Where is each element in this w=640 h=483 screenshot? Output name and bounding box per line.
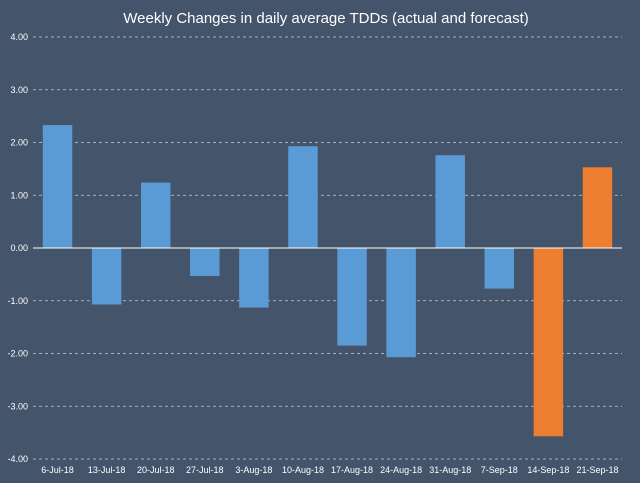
chart-title: Weekly Changes in daily average TDDs (ac… [123, 10, 528, 27]
x-tick-label: 7-Sep-18 [481, 465, 518, 475]
x-tick-label: 24-Aug-18 [380, 465, 422, 475]
x-tick-label: 17-Aug-18 [331, 465, 373, 475]
x-tick-label: 3-Aug-18 [235, 465, 272, 475]
bar-14-sep-18 [533, 248, 564, 437]
x-tick-label: 6-Jul-18 [41, 465, 74, 475]
y-tick-label: 2.00 [10, 138, 28, 148]
bars [42, 125, 613, 437]
y-tick-label: -1.00 [7, 296, 28, 306]
x-tick-label: 31-Aug-18 [429, 465, 471, 475]
y-tick-label: 1.00 [10, 190, 28, 200]
bar-7-sep-18 [484, 248, 515, 289]
bar-24-aug-18 [386, 248, 416, 358]
y-tick-label: 3.00 [10, 85, 28, 95]
bar-20-jul-18 [140, 182, 171, 248]
bar-31-aug-18 [435, 155, 465, 248]
x-tick-label: 14-Sep-18 [527, 465, 569, 475]
x-tick-label: 27-Jul-18 [186, 465, 224, 475]
x-tick-label: 21-Sep-18 [576, 465, 618, 475]
x-axis-ticks: 6-Jul-18 13-Jul-18 20-Jul-18 27-Jul-18 3-Aug… [41, 465, 618, 475]
bar-3-aug-18 [239, 248, 269, 308]
y-tick-label: -3.00 [7, 401, 28, 411]
x-tick-label: 20-Jul-18 [137, 465, 175, 475]
y-axis-ticks: 4.00 3.00 2.00 1.00 0.00 -1.00 -2.00 -3.00 -4.00 [7, 32, 28, 464]
x-tick-label: 10-Aug-18 [282, 465, 324, 475]
y-tick-label: 0.00 [10, 243, 28, 253]
bar-13-jul-18 [91, 248, 122, 305]
bar-17-aug-18 [337, 248, 367, 346]
bar-21-sep-18 [582, 167, 613, 248]
x-tick-label: 13-Jul-18 [88, 465, 126, 475]
gridlines [33, 36, 622, 460]
y-tick-label: -2.00 [7, 349, 28, 359]
bar-27-jul-18 [190, 248, 220, 276]
y-tick-label: 4.00 [10, 32, 28, 42]
bar-6-jul-18 [42, 125, 73, 248]
bar-10-aug-18 [288, 146, 318, 248]
y-tick-label: -4.00 [7, 454, 28, 464]
